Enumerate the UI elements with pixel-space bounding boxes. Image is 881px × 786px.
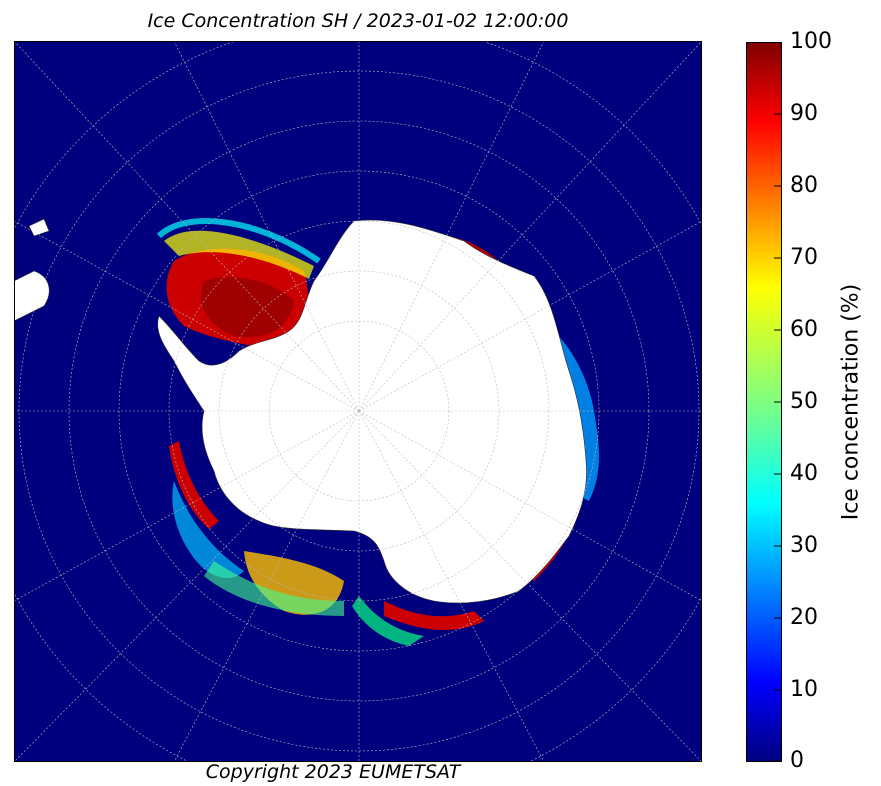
- copyright-text: Copyright 2023 EUMETSAT: [205, 761, 461, 783]
- colorbar-tick-80: 80: [790, 173, 818, 198]
- colorbar: [746, 42, 782, 762]
- map-title: Ice Concentration SH / 2023-01-02 12:00:…: [147, 10, 569, 32]
- colorbar-tick-50: 50: [790, 389, 818, 414]
- island-land: [28, 218, 50, 237]
- antarctica-land: [157, 219, 587, 604]
- colorbar-tick-0: 0: [790, 748, 804, 773]
- colorbar-tick-70: 70: [790, 245, 818, 270]
- ice-concentration-map: [14, 41, 702, 762]
- colorbar-tick-90: 90: [790, 101, 818, 126]
- graticule: [14, 41, 702, 762]
- colorbar-tick-60: 60: [790, 317, 818, 342]
- sea-ice-layer: [156, 218, 599, 646]
- colorbar-tick-10: 10: [790, 677, 818, 702]
- colorbar-tick-20: 20: [790, 605, 818, 630]
- colorbar-label: Ice concentration (%): [838, 283, 864, 521]
- south-america-land: [14, 270, 50, 322]
- colorbar-tick-30: 30: [790, 533, 818, 558]
- colorbar-tick-100: 100: [790, 29, 832, 54]
- colorbar-tick-40: 40: [790, 461, 818, 486]
